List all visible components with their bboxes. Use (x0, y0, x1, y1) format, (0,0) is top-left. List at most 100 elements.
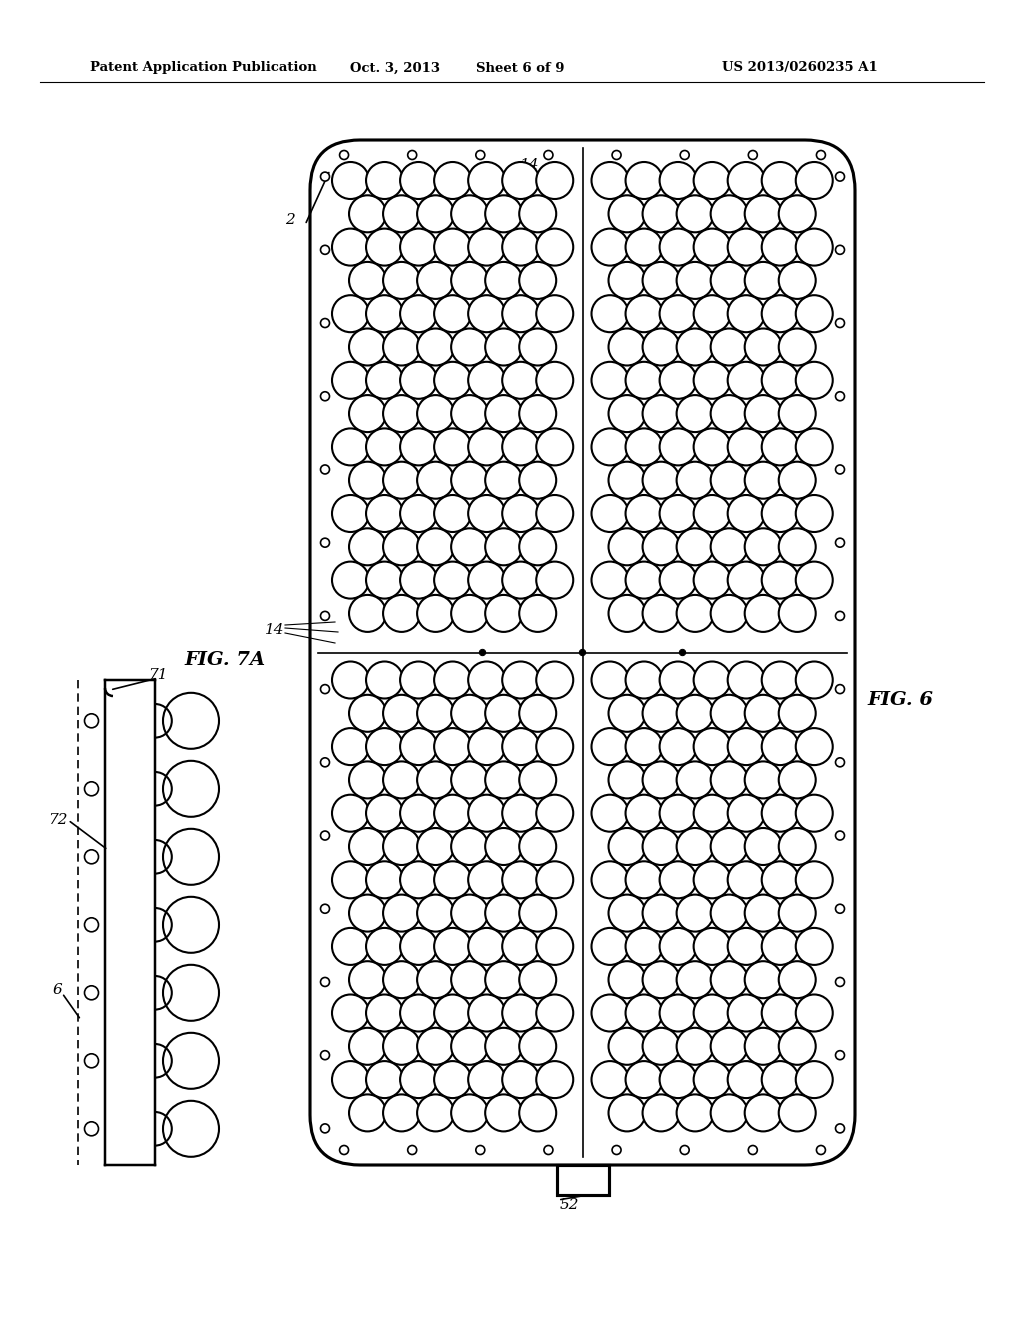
Circle shape (383, 1028, 420, 1065)
Circle shape (502, 429, 540, 466)
Circle shape (417, 1028, 454, 1065)
Circle shape (502, 228, 540, 265)
Circle shape (383, 762, 420, 799)
Circle shape (519, 395, 556, 432)
Circle shape (608, 195, 645, 232)
Circle shape (728, 729, 765, 766)
Circle shape (711, 329, 748, 366)
Circle shape (836, 904, 845, 913)
Text: US 2013/0260235 A1: US 2013/0260235 A1 (722, 62, 878, 74)
Circle shape (383, 961, 420, 998)
Circle shape (711, 195, 748, 232)
Circle shape (468, 162, 505, 199)
Circle shape (744, 895, 781, 932)
Circle shape (744, 329, 781, 366)
Circle shape (643, 329, 680, 366)
Circle shape (468, 795, 505, 832)
Circle shape (400, 928, 437, 965)
Circle shape (778, 329, 816, 366)
Circle shape (744, 261, 781, 298)
Circle shape (677, 895, 714, 932)
Circle shape (693, 861, 730, 899)
Circle shape (608, 694, 645, 731)
Circle shape (659, 795, 696, 832)
Circle shape (479, 649, 485, 656)
Circle shape (468, 661, 505, 698)
Circle shape (349, 694, 386, 731)
Circle shape (400, 561, 437, 598)
Circle shape (485, 762, 522, 799)
Circle shape (796, 1061, 833, 1098)
Circle shape (434, 661, 471, 698)
Circle shape (693, 429, 730, 466)
Circle shape (85, 917, 98, 932)
Circle shape (452, 1094, 488, 1131)
Circle shape (537, 729, 573, 766)
Circle shape (349, 261, 386, 298)
Circle shape (400, 861, 437, 899)
Circle shape (332, 561, 369, 598)
Circle shape (519, 261, 556, 298)
Circle shape (485, 961, 522, 998)
Circle shape (677, 195, 714, 232)
Circle shape (417, 895, 454, 932)
Circle shape (626, 228, 663, 265)
Circle shape (383, 462, 420, 499)
Circle shape (332, 495, 369, 532)
Circle shape (836, 685, 845, 693)
Circle shape (417, 961, 454, 998)
Circle shape (778, 261, 816, 298)
Circle shape (677, 329, 714, 366)
Circle shape (544, 150, 553, 160)
Circle shape (728, 661, 765, 698)
Circle shape (321, 318, 330, 327)
Circle shape (626, 729, 663, 766)
Circle shape (612, 150, 622, 160)
Circle shape (659, 994, 696, 1031)
Circle shape (383, 828, 420, 865)
Circle shape (366, 928, 403, 965)
Circle shape (592, 429, 629, 466)
Circle shape (612, 1146, 622, 1155)
Circle shape (485, 395, 522, 432)
Circle shape (332, 296, 369, 333)
Circle shape (321, 685, 330, 693)
Circle shape (608, 762, 645, 799)
Circle shape (452, 462, 488, 499)
Circle shape (400, 1061, 437, 1098)
Circle shape (711, 1028, 748, 1065)
Circle shape (693, 1061, 730, 1098)
Circle shape (711, 762, 748, 799)
Circle shape (485, 895, 522, 932)
Circle shape (468, 228, 505, 265)
Circle shape (626, 661, 663, 698)
Text: 6: 6 (52, 983, 62, 997)
Circle shape (502, 495, 540, 532)
Circle shape (693, 162, 730, 199)
Circle shape (836, 611, 845, 620)
Circle shape (519, 961, 556, 998)
Circle shape (519, 1094, 556, 1131)
Circle shape (608, 1028, 645, 1065)
Circle shape (836, 318, 845, 327)
Circle shape (417, 1094, 454, 1131)
Circle shape (349, 1028, 386, 1065)
Circle shape (626, 296, 663, 333)
Circle shape (468, 994, 505, 1031)
Circle shape (485, 828, 522, 865)
Circle shape (643, 261, 680, 298)
Circle shape (163, 760, 219, 817)
Circle shape (778, 961, 816, 998)
Circle shape (728, 495, 765, 532)
Circle shape (762, 861, 799, 899)
Circle shape (332, 795, 369, 832)
Circle shape (659, 928, 696, 965)
Circle shape (400, 296, 437, 333)
Circle shape (332, 429, 369, 466)
Circle shape (468, 429, 505, 466)
Circle shape (796, 861, 833, 899)
Circle shape (626, 429, 663, 466)
Circle shape (659, 495, 696, 532)
Circle shape (468, 928, 505, 965)
Circle shape (519, 828, 556, 865)
